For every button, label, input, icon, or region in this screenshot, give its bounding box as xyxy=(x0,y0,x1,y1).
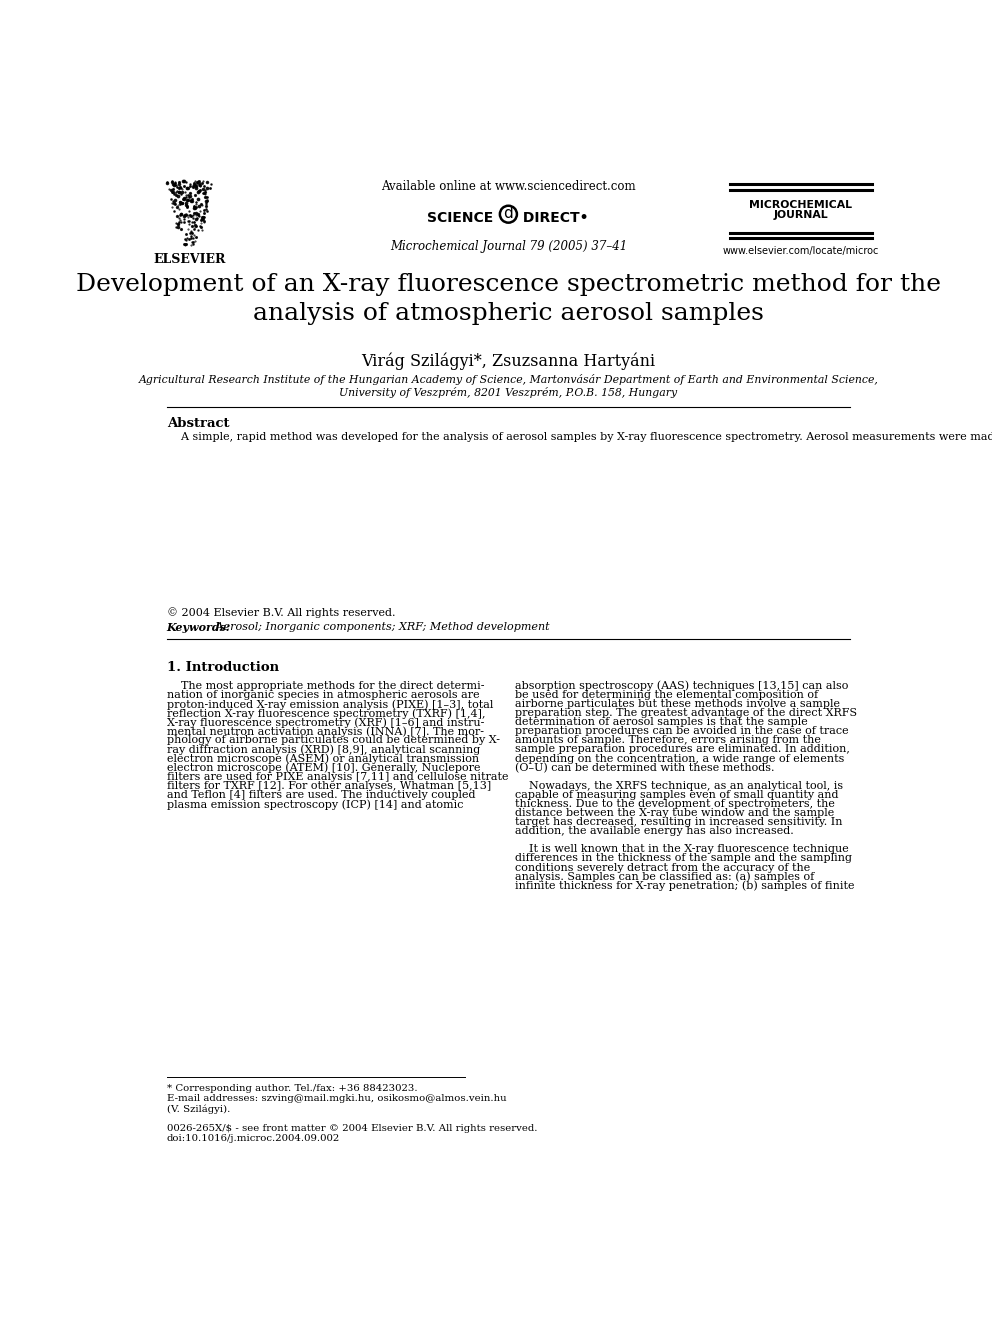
Text: Microchemical Journal 79 (2005) 37–41: Microchemical Journal 79 (2005) 37–41 xyxy=(390,239,627,253)
Text: mental neutron activation analysis (INNA) [7]. The mor-: mental neutron activation analysis (INNA… xyxy=(167,726,484,737)
Text: determination of aerosol samples is that the sample: determination of aerosol samples is that… xyxy=(515,717,807,728)
Text: DIRECT•: DIRECT• xyxy=(519,212,589,225)
Text: Development of an X-ray fluorescence spectrometric method for the
analysis of at: Development of an X-ray fluorescence spe… xyxy=(76,273,940,325)
Text: reflection X-ray fluorescence spectrometry (TXRF) [1,4],: reflection X-ray fluorescence spectromet… xyxy=(167,708,485,718)
Text: It is well known that in the X-ray fluorescence technique: It is well known that in the X-ray fluor… xyxy=(515,844,848,855)
Text: Aerosol; Inorganic components; XRF; Method development: Aerosol; Inorganic components; XRF; Meth… xyxy=(211,622,550,632)
Text: A simple, rapid method was developed for the analysis of aerosol samples by X-ra: A simple, rapid method was developed for… xyxy=(167,431,992,442)
Text: analysis. Samples can be classified as: (a) samples of: analysis. Samples can be classified as: … xyxy=(515,872,813,882)
Text: amounts of sample. Therefore, errors arising from the: amounts of sample. Therefore, errors ari… xyxy=(515,736,820,745)
Text: plasma emission spectroscopy (ICP) [14] and atomic: plasma emission spectroscopy (ICP) [14] … xyxy=(167,799,463,810)
Text: target has decreased, resulting in increased sensitivity. In: target has decreased, resulting in incre… xyxy=(515,818,842,827)
Text: (O–U) can be determined with these methods.: (O–U) can be determined with these metho… xyxy=(515,762,774,773)
Text: Abstract: Abstract xyxy=(167,417,229,430)
Text: be used for determining the elemental composition of: be used for determining the elemental co… xyxy=(515,689,817,700)
Text: University of Veszprém, 8201 Veszprém, P.O.B. 158, Hungary: University of Veszprém, 8201 Veszprém, P… xyxy=(339,386,678,398)
Text: MICROCHEMICAL: MICROCHEMICAL xyxy=(750,200,852,209)
Text: 1. Introduction: 1. Introduction xyxy=(167,660,279,673)
Text: airborne particulates but these methods involve a sample: airborne particulates but these methods … xyxy=(515,699,839,709)
Text: capable of measuring samples even of small quantity and: capable of measuring samples even of sma… xyxy=(515,790,838,800)
Text: and Teflon [4] filters are used. The inductively coupled: and Teflon [4] filters are used. The ind… xyxy=(167,790,475,800)
Text: addition, the available energy has also increased.: addition, the available energy has also … xyxy=(515,826,794,836)
Text: ray diffraction analysis (XRD) [8,9], analytical scanning: ray diffraction analysis (XRD) [8,9], an… xyxy=(167,745,480,755)
Text: d: d xyxy=(504,206,513,221)
Text: thickness. Due to the development of spectrometers, the: thickness. Due to the development of spe… xyxy=(515,799,834,808)
Text: Keywords:: Keywords: xyxy=(167,622,230,634)
Text: distance between the X-ray tube window and the sample: distance between the X-ray tube window a… xyxy=(515,808,834,818)
Text: X-ray fluorescence spectrometry (XRF) [1–6] and instru-: X-ray fluorescence spectrometry (XRF) [1… xyxy=(167,717,484,728)
Text: Nowadays, the XRFS technique, as an analytical tool, is: Nowadays, the XRFS technique, as an anal… xyxy=(515,781,843,791)
Text: proton-induced X-ray emission analysis (PIXE) [1–3], total: proton-induced X-ray emission analysis (… xyxy=(167,699,493,709)
Text: nation of inorganic species in atmospheric aerosols are: nation of inorganic species in atmospher… xyxy=(167,689,479,700)
Text: filters for TXRF [12]. For other analyses, Whatman [5,13]: filters for TXRF [12]. For other analyse… xyxy=(167,781,491,791)
Text: phology of airborne particulates could be determined by X-: phology of airborne particulates could b… xyxy=(167,736,500,745)
Text: Agricultural Research Institute of the Hungarian Academy of Science, Martonvásár: Agricultural Research Institute of the H… xyxy=(139,374,878,385)
Text: electron microscope (ASEM) or analytical transmission: electron microscope (ASEM) or analytical… xyxy=(167,754,479,765)
Text: ELSEVIER: ELSEVIER xyxy=(154,253,226,266)
Text: 0026-265X/$ - see front matter © 2004 Elsevier B.V. All rights reserved.: 0026-265X/$ - see front matter © 2004 El… xyxy=(167,1125,537,1134)
Text: Virág Szilágyi*, Zsuzsanna Hartyáni: Virág Szilágyi*, Zsuzsanna Hartyáni xyxy=(361,353,656,370)
Text: electron microscope (ATEM) [10]. Generally, Nuclepore: electron microscope (ATEM) [10]. General… xyxy=(167,762,480,773)
Text: differences in the thickness of the sample and the sampling: differences in the thickness of the samp… xyxy=(515,853,851,864)
Text: infinite thickness for X-ray penetration; (b) samples of finite: infinite thickness for X-ray penetration… xyxy=(515,881,854,892)
Text: SCIENCE: SCIENCE xyxy=(428,212,498,225)
Text: preparation procedures can be avoided in the case of trace: preparation procedures can be avoided in… xyxy=(515,726,848,737)
Text: depending on the concentration, a wide range of elements: depending on the concentration, a wide r… xyxy=(515,754,844,763)
Text: sample preparation procedures are eliminated. In addition,: sample preparation procedures are elimin… xyxy=(515,745,849,754)
Text: (V. Szilágyi).: (V. Szilágyi). xyxy=(167,1105,230,1114)
Text: filters are used for PIXE analysis [7,11] and cellulose nitrate: filters are used for PIXE analysis [7,11… xyxy=(167,771,508,782)
Text: absorption spectroscopy (AAS) techniques [13,15] can also: absorption spectroscopy (AAS) techniques… xyxy=(515,681,848,692)
Text: © 2004 Elsevier B.V. All rights reserved.: © 2004 Elsevier B.V. All rights reserved… xyxy=(167,607,395,618)
Text: conditions severely detract from the accuracy of the: conditions severely detract from the acc… xyxy=(515,863,809,873)
Text: preparation step. The greatest advantage of the direct XRFS: preparation step. The greatest advantage… xyxy=(515,708,857,718)
Text: Available online at www.sciencedirect.com: Available online at www.sciencedirect.co… xyxy=(381,180,636,193)
Text: doi:10.1016/j.microc.2004.09.002: doi:10.1016/j.microc.2004.09.002 xyxy=(167,1134,340,1143)
Text: * Corresponding author. Tel./fax: +36 88423023.: * Corresponding author. Tel./fax: +36 88… xyxy=(167,1085,418,1093)
Text: E-mail addresses: szving@mail.mgki.hu, osikosmo@almos.vein.hu: E-mail addresses: szving@mail.mgki.hu, o… xyxy=(167,1094,506,1103)
Text: www.elsevier.com/locate/microc: www.elsevier.com/locate/microc xyxy=(723,246,879,255)
Text: The most appropriate methods for the direct determi-: The most appropriate methods for the dir… xyxy=(167,681,484,691)
Text: JOURNAL: JOURNAL xyxy=(774,210,828,221)
